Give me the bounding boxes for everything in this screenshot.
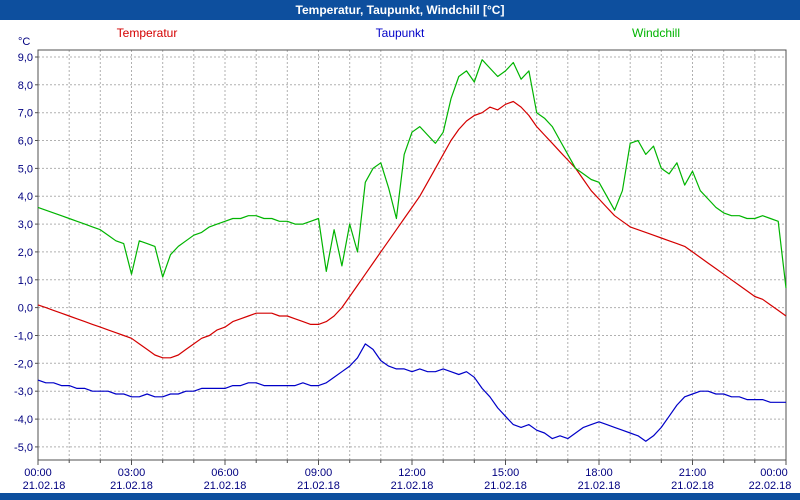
svg-text:-5,0: -5,0 bbox=[14, 442, 33, 454]
svg-text:12:00: 12:00 bbox=[398, 467, 426, 479]
legend-temperatur: Temperatur bbox=[116, 26, 178, 40]
svg-text:21.02.18: 21.02.18 bbox=[391, 480, 434, 492]
legend-taupunkt: Taupunkt bbox=[375, 26, 425, 40]
svg-text:21.02.18: 21.02.18 bbox=[23, 480, 66, 492]
svg-text:-1,0: -1,0 bbox=[14, 331, 33, 343]
window-title: Temperatur, Taupunkt, Windchill [°C] bbox=[295, 3, 505, 17]
gridlines bbox=[38, 50, 786, 460]
svg-text:03:00: 03:00 bbox=[118, 467, 146, 479]
svg-text:2,0: 2,0 bbox=[18, 247, 33, 259]
svg-text:15:00: 15:00 bbox=[492, 467, 520, 479]
svg-text:21.02.18: 21.02.18 bbox=[484, 480, 527, 492]
title-bar: Temperatur, Taupunkt, Windchill [°C] bbox=[0, 0, 800, 20]
svg-text:21.02.18: 21.02.18 bbox=[671, 480, 714, 492]
svg-text:0,0: 0,0 bbox=[18, 303, 33, 315]
svg-text:21.02.18: 21.02.18 bbox=[204, 480, 247, 492]
y-axis-unit-label: °C bbox=[18, 36, 31, 48]
chart-plot: 9,0 8,0 7,0 6,0 5,0 4,0 3,0 2,0 1,0 0,0 -1,0 -2,0 -3… bbox=[14, 49, 792, 492]
svg-text:8,0: 8,0 bbox=[18, 80, 33, 92]
svg-text:-3,0: -3,0 bbox=[14, 386, 33, 398]
svg-text:9,0: 9,0 bbox=[18, 52, 33, 64]
svg-text:21:00: 21:00 bbox=[679, 467, 707, 479]
svg-text:21.02.18: 21.02.18 bbox=[110, 480, 153, 492]
plot-frame bbox=[37, 49, 787, 461]
svg-text:3,0: 3,0 bbox=[18, 219, 33, 231]
svg-text:5,0: 5,0 bbox=[18, 163, 33, 175]
svg-text:18:00: 18:00 bbox=[585, 467, 613, 479]
svg-text:21.02.18: 21.02.18 bbox=[297, 480, 340, 492]
svg-text:-4,0: -4,0 bbox=[14, 414, 33, 426]
legend-windchill: Windchill bbox=[631, 26, 681, 40]
svg-text:00:00: 00:00 bbox=[760, 467, 788, 479]
svg-text:6,0: 6,0 bbox=[18, 136, 33, 148]
svg-text:-2,0: -2,0 bbox=[14, 358, 33, 370]
bottom-bar bbox=[0, 493, 800, 500]
svg-text:09:00: 09:00 bbox=[305, 467, 333, 479]
svg-text:21.02.18: 21.02.18 bbox=[578, 480, 621, 492]
svg-text:7,0: 7,0 bbox=[18, 108, 33, 120]
svg-text:22.02.18: 22.02.18 bbox=[749, 480, 792, 492]
series-temperatur-line bbox=[37, 100, 787, 359]
svg-text:1,0: 1,0 bbox=[18, 275, 33, 287]
svg-text:06:00: 06:00 bbox=[211, 467, 239, 479]
x-axis-labels: 00:0021.02.1803:0021.02.1806:0021.02.180… bbox=[23, 460, 792, 492]
series-taupunkt-line bbox=[37, 343, 786, 442]
series-windchill-line bbox=[37, 59, 787, 289]
svg-text:4,0: 4,0 bbox=[18, 191, 33, 203]
y-axis-labels: 9,0 8,0 7,0 6,0 5,0 4,0 3,0 2,0 1,0 0,0 -1,0 -2,0 -3… bbox=[14, 52, 38, 454]
svg-text:00:00: 00:00 bbox=[24, 467, 52, 479]
